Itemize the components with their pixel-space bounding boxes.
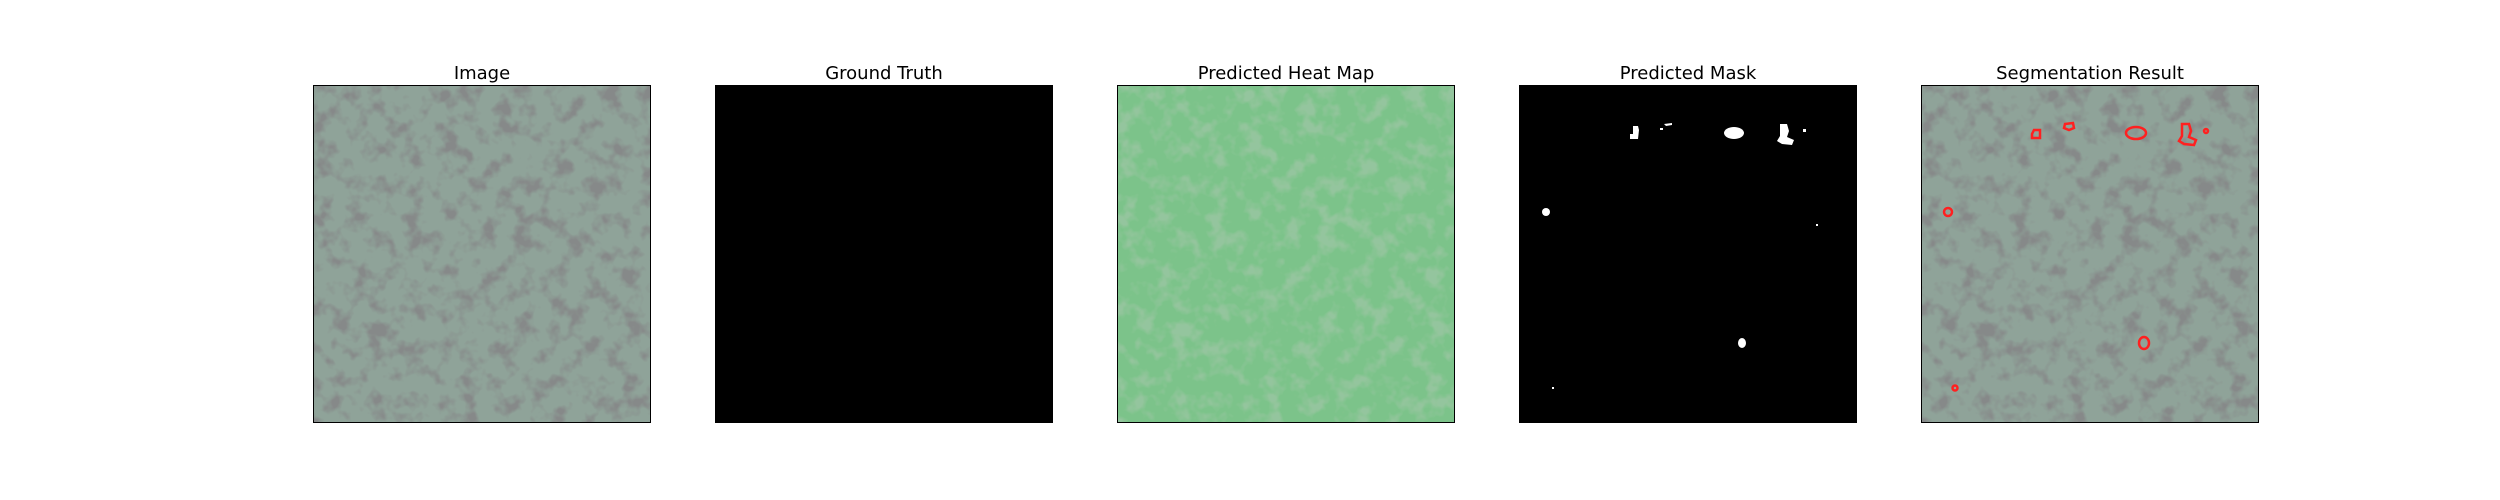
contour [2030, 128, 2042, 140]
mask-blob [1542, 208, 1550, 216]
heat-map-image [1118, 86, 1454, 422]
predicted-mask-frame [1519, 85, 1857, 423]
contour [1942, 206, 1954, 218]
contour [2062, 121, 2076, 132]
mask-blob [1803, 129, 1806, 132]
mask-blob [1777, 124, 1794, 145]
panel-title: Segmentation Result [1996, 63, 2184, 84]
panel-title: Ground Truth [825, 63, 943, 84]
contour [2177, 122, 2198, 147]
mask-blob [1816, 224, 1818, 226]
mask-blob [1660, 128, 1663, 130]
contour [2124, 125, 2148, 141]
heat-map-frame [1117, 85, 1455, 423]
ground-truth-mask [716, 86, 1052, 422]
contour [1951, 384, 1959, 392]
mask-blob [1664, 123, 1672, 126]
source-image [314, 86, 650, 422]
segmentation-image [1922, 86, 2258, 422]
contour [2137, 335, 2151, 351]
mask-blob [1552, 387, 1554, 389]
predicted-mask-image [1520, 86, 1856, 422]
segmentation-frame [1921, 85, 2259, 423]
mask-blob [1630, 126, 1639, 139]
mask-blob [1724, 127, 1744, 139]
image-frame [313, 85, 651, 423]
panel-title: Predicted Heat Map [1197, 63, 1375, 84]
mask-blob [1738, 338, 1746, 348]
contour [2202, 127, 2210, 135]
ground-truth-frame [715, 85, 1053, 423]
panel-title: Image [453, 63, 511, 84]
panel-title: Predicted Mask [1619, 63, 1757, 84]
